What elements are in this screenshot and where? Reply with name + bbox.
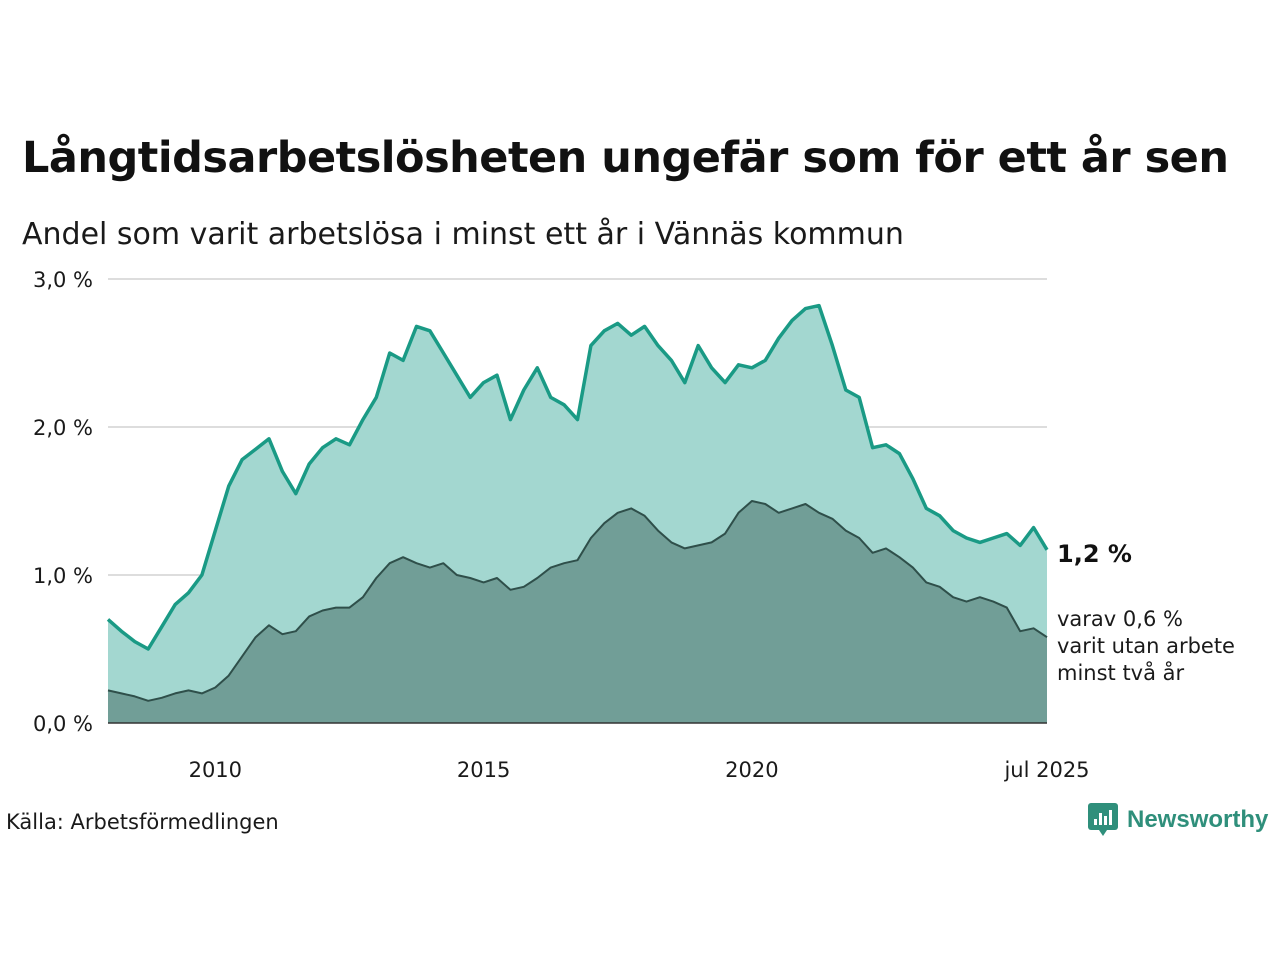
logo-text: Newsworthy [1127,806,1269,833]
sub-label-line-3: minst två år [1057,660,1185,685]
x-tick-label-1: 2015 [457,758,510,782]
y-tick-label-1: 1,0 % [33,564,93,588]
annotations: 1,2 % varav 0,6 % varit utan arbete mins… [1057,540,1235,685]
line-two_year [107,500,1048,702]
y-tick-label-0: 0,0 % [33,712,93,736]
area-two_year [108,501,1047,723]
chart-title: Långtidsarbetslösheten ungefär som för e… [22,133,1229,183]
y-tick-label-3: 3,0 % [33,268,93,292]
sub-label-line-2: varit utan arbete [1057,634,1235,658]
end-value-label: 1,2 % [1057,540,1132,568]
chart-subtitle: Andel som varit arbetslösa i minst ett å… [22,217,904,252]
axis-labels: 0,0 % 1,0 % 2,0 % 3,0 % 2010 2015 2020 jul 2025 [33,268,1090,782]
sub-label-line-1: varav 0,6 % [1057,607,1183,631]
line-one_year [106,303,1049,651]
newsworthy-logo: Newsworthy [1088,803,1268,837]
y-tick-label-2: 2,0 % [33,416,93,440]
x-tick-label-0: 2010 [189,758,242,782]
area-layer [106,303,1049,724]
source-note: Källa: Arbetsförmedlingen [6,810,279,834]
x-tick-label-3: jul 2025 [1003,758,1089,782]
x-tick-label-2: 2020 [725,758,778,782]
area-chart: 0,0 % 1,0 % 2,0 % 3,0 % 2010 2015 2020 jul 2025… [33,268,1235,782]
newsworthy-logo-icon [1088,803,1118,836]
